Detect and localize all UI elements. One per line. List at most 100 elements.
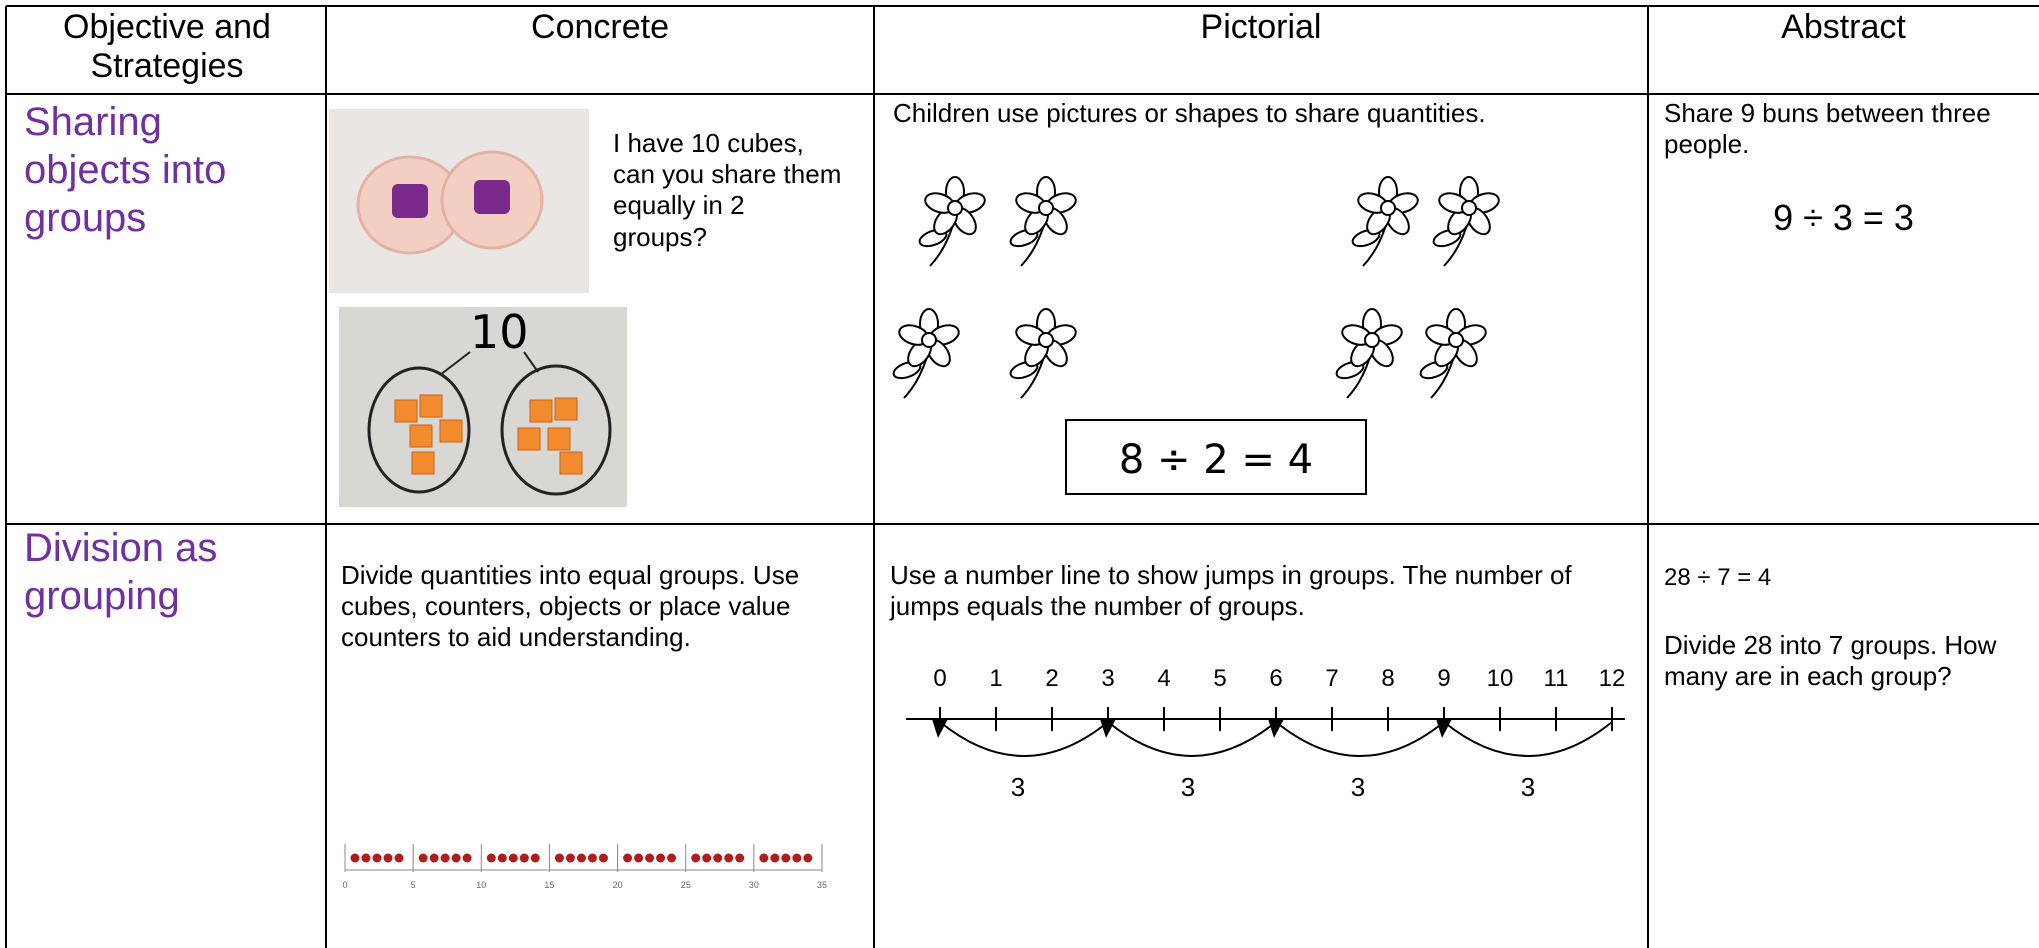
bead-label: 35 bbox=[817, 880, 827, 890]
flower-centre bbox=[1448, 332, 1464, 348]
bead bbox=[440, 853, 450, 863]
flower bbox=[1432, 176, 1500, 267]
flower-centre bbox=[1461, 200, 1477, 216]
bead bbox=[623, 853, 633, 863]
jump-label: 3 bbox=[1011, 772, 1025, 802]
abstract-text: Share 9 buns between three people. bbox=[1664, 98, 1991, 160]
flower-centre bbox=[947, 200, 963, 216]
jump-arc bbox=[939, 721, 1109, 757]
bead bbox=[462, 853, 472, 863]
flower-centre bbox=[1364, 332, 1380, 348]
pictorial-text: Use a number line to show jumps in group… bbox=[890, 560, 1572, 622]
bead bbox=[634, 853, 644, 863]
jump-arrow bbox=[1436, 719, 1452, 738]
flower-centre bbox=[1038, 332, 1054, 348]
photo-cubes-cases bbox=[329, 109, 589, 293]
flower-centre bbox=[1038, 200, 1054, 216]
jump-arc bbox=[1443, 721, 1613, 757]
jump-arrow bbox=[932, 719, 948, 738]
objective: Division as grouping bbox=[24, 526, 218, 618]
number-line-label: 12 bbox=[1599, 665, 1626, 692]
number-line-label: 11 bbox=[1544, 665, 1569, 692]
concrete-text: I have 10 cubes, can you share them equa… bbox=[613, 128, 842, 252]
header-cell: Concrete bbox=[531, 8, 669, 46]
bead bbox=[724, 853, 734, 863]
bead bbox=[383, 853, 393, 863]
flower-centre bbox=[921, 332, 937, 348]
bead-label: 10 bbox=[476, 880, 486, 890]
bead bbox=[770, 853, 780, 863]
bead-label: 5 bbox=[411, 880, 416, 890]
bead-label: 0 bbox=[342, 880, 347, 890]
jump-label: 3 bbox=[1351, 772, 1365, 802]
bead-label: 15 bbox=[544, 880, 554, 890]
number-line-label: 1 bbox=[989, 665, 1002, 692]
bead bbox=[576, 853, 586, 863]
jump-arc bbox=[1107, 721, 1277, 757]
bead bbox=[486, 853, 496, 863]
bead bbox=[497, 853, 507, 863]
concrete-text: Divide quantities into equal groups. Use… bbox=[341, 560, 800, 653]
number-line-ticks: 0 1 2 3 4 5 6 7 8 9 10 11 123 3 3 3 bbox=[932, 665, 1625, 802]
bead bbox=[554, 853, 564, 863]
flower bbox=[1335, 308, 1403, 399]
number-line-label: 10 bbox=[1487, 665, 1514, 692]
flower bbox=[918, 176, 986, 267]
number-line-label: 2 bbox=[1045, 665, 1058, 692]
bead bbox=[519, 853, 529, 863]
bead-label: 20 bbox=[613, 880, 623, 890]
bead bbox=[451, 853, 461, 863]
bead bbox=[702, 853, 712, 863]
bead bbox=[645, 853, 655, 863]
bead-label: 30 bbox=[749, 880, 759, 890]
jump-arrow bbox=[1100, 719, 1116, 738]
bead bbox=[418, 853, 428, 863]
number-line-label: 7 bbox=[1325, 665, 1338, 692]
header-cell: Objective and Strategies bbox=[63, 8, 271, 86]
bead bbox=[394, 853, 404, 863]
bead bbox=[759, 853, 769, 863]
number-line-label: 9 bbox=[1437, 665, 1450, 692]
number-line-label: 8 bbox=[1381, 665, 1394, 692]
number-line-label: 3 bbox=[1101, 665, 1114, 692]
flower bbox=[1009, 308, 1077, 399]
bead bbox=[361, 853, 371, 863]
flowers bbox=[892, 176, 1500, 399]
bead bbox=[565, 853, 575, 863]
bead bbox=[667, 853, 677, 863]
bead bbox=[792, 853, 802, 863]
photo-label: 10 bbox=[470, 305, 529, 359]
bead bbox=[429, 853, 439, 863]
equation-box bbox=[1065, 419, 1367, 495]
photo-cubes-circles bbox=[339, 307, 627, 507]
bead bbox=[350, 853, 360, 863]
bead bbox=[803, 853, 813, 863]
bead bbox=[598, 853, 608, 863]
jump-arrow bbox=[1268, 719, 1284, 738]
bead bbox=[656, 853, 666, 863]
flower bbox=[1009, 176, 1077, 267]
jump-label: 3 bbox=[1181, 772, 1195, 802]
bead bbox=[587, 853, 597, 863]
bead-string: 0 5 10 15 20 25 30 35 bbox=[342, 844, 827, 890]
bead bbox=[508, 853, 518, 863]
bead bbox=[735, 853, 745, 863]
jump-label: 3 bbox=[1521, 772, 1535, 802]
pictorial-text: Children use pictures or shapes to share… bbox=[893, 98, 1486, 128]
objective: Sharing objects into groups bbox=[24, 100, 227, 240]
number-line-label: 4 bbox=[1157, 665, 1170, 692]
abstract-equation: 28 ÷ 7 = 4 bbox=[1664, 564, 1772, 591]
jump-arc bbox=[1275, 721, 1445, 757]
flower bbox=[1351, 176, 1419, 267]
number-line-label: 6 bbox=[1269, 665, 1282, 692]
flower-centre bbox=[1380, 200, 1396, 216]
abstract-text: Divide 28 into 7 groups. How many are in… bbox=[1664, 630, 1997, 692]
equation: 9 ÷ 3 = 3 bbox=[1773, 197, 1914, 238]
number-line-label: 5 bbox=[1213, 665, 1226, 692]
bead bbox=[530, 853, 540, 863]
bead-label: 25 bbox=[681, 880, 691, 890]
header-cell: Pictorial bbox=[1200, 8, 1322, 46]
flower bbox=[1419, 308, 1487, 399]
